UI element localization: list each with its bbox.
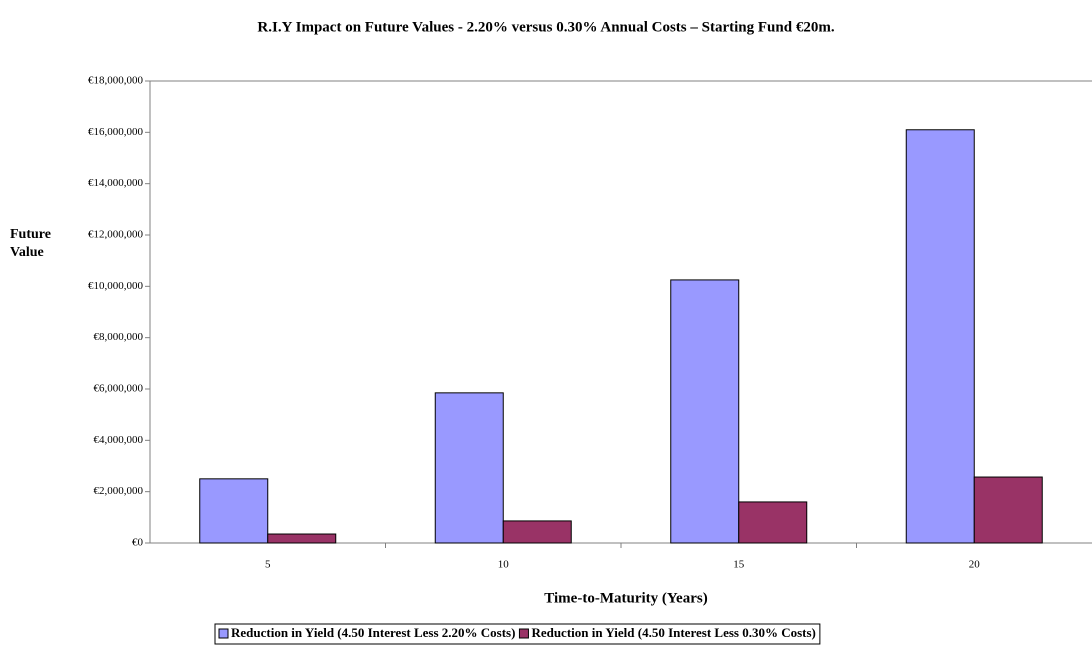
bar xyxy=(199,478,269,544)
y-tick-label: €14,000,000 xyxy=(88,177,144,189)
y-tick-label: €8,000,000 xyxy=(94,331,144,343)
y-tick-label: €18,000,000 xyxy=(88,75,144,87)
y-tick-label: €2,000,000 xyxy=(94,485,144,497)
chart-title: R.I.Y Impact on Future Values - 2.20% ve… xyxy=(257,19,834,35)
y-tick-label: €6,000,000 xyxy=(94,383,144,395)
y-tick-label: €10,000,000 xyxy=(88,280,144,292)
legend-box xyxy=(214,623,821,645)
y-tick-label: €4,000,000 xyxy=(94,434,144,446)
x-tick-label: 15 xyxy=(733,559,745,571)
bar xyxy=(738,501,808,544)
bar xyxy=(502,520,572,544)
y-tick-label: €12,000,000 xyxy=(88,229,144,241)
x-tick-label: 10 xyxy=(498,559,510,571)
bar xyxy=(670,279,740,544)
x-tick-label: 20 xyxy=(969,559,981,571)
x-axis-label: Time-to-Maturity (Years) xyxy=(544,590,707,606)
y-tick-label: €16,000,000 xyxy=(88,126,144,138)
y-axis-label: Future Value xyxy=(10,227,51,260)
legend-swatch xyxy=(218,628,229,639)
bar xyxy=(434,392,504,544)
legend-swatch xyxy=(518,628,529,639)
bar xyxy=(905,129,975,544)
x-tick-label: 5 xyxy=(265,559,271,571)
legend-label: Reduction in Yield (4.50 Interest Less 0… xyxy=(531,625,815,640)
bar xyxy=(973,476,1043,544)
legend-label: Reduction in Yield (4.50 Interest Less 2… xyxy=(231,625,515,640)
y-tick-label: €0 xyxy=(132,537,144,549)
bar xyxy=(267,533,337,544)
